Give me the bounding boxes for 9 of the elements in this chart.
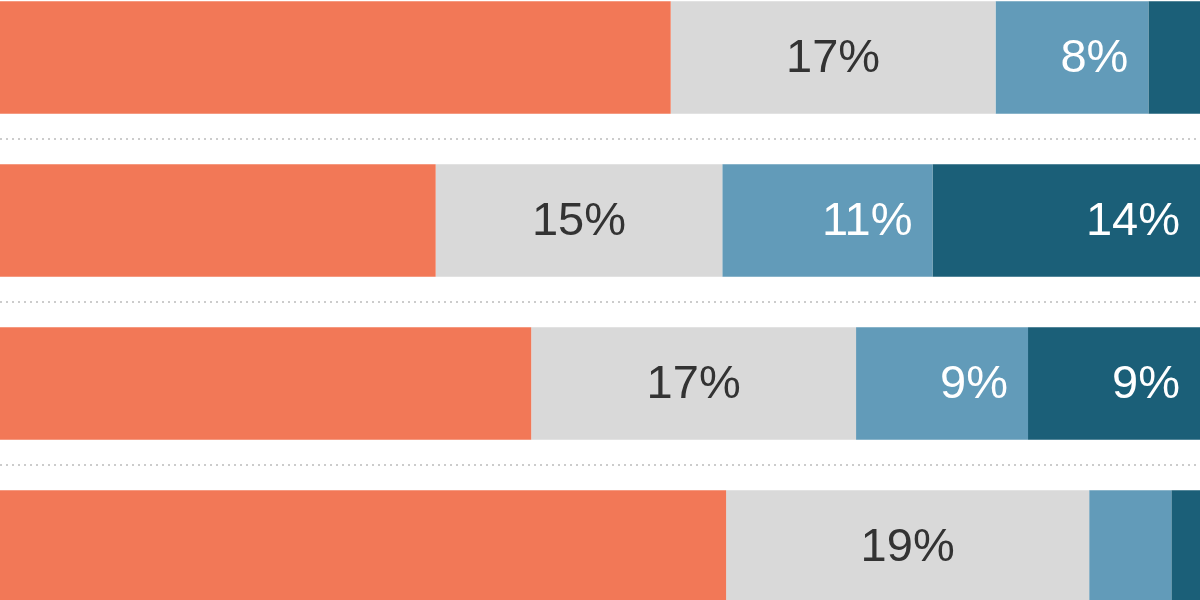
data-label: 15% [531, 192, 627, 246]
data-label: 19% [860, 518, 955, 572]
data-label: 9% [940, 355, 1009, 409]
data-label: 11% [821, 192, 913, 246]
data-label: 9% [1112, 355, 1180, 409]
data-label: 17% [786, 29, 881, 83]
data-label: 14% [1085, 192, 1180, 246]
data-label: 17% [646, 355, 741, 409]
data-label: 8% [1060, 29, 1129, 83]
